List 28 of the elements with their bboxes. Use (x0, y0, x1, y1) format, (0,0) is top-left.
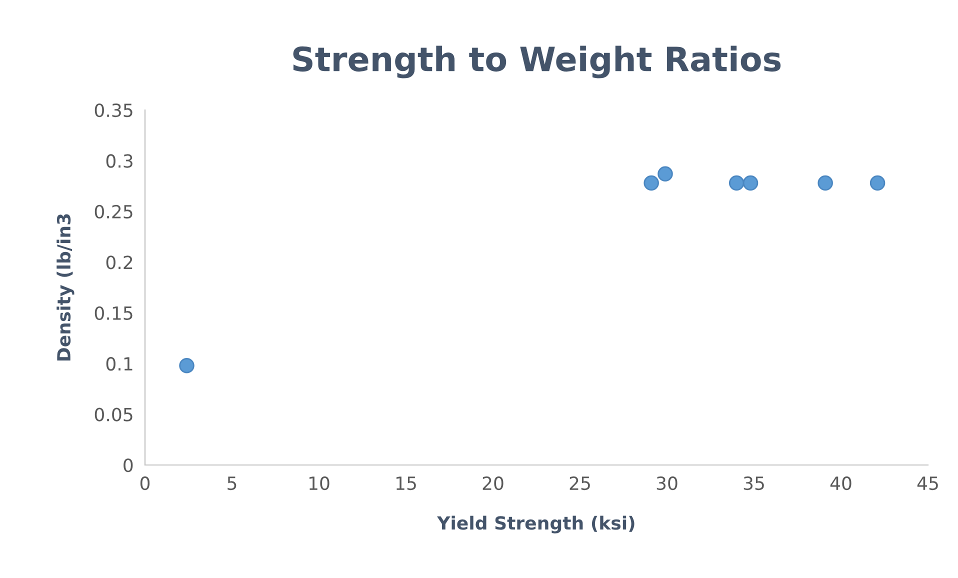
point (870, 175, 886, 191)
y-tick-label: 0.1 (106, 357, 132, 371)
point (658, 166, 673, 182)
y-tick-label: 0.35 (94, 103, 132, 118)
x-tick-label: 0 (140, 476, 150, 490)
x-tick-label: 35 (744, 476, 764, 490)
point (644, 175, 659, 191)
point (818, 175, 833, 191)
x-tick-label: 25 (570, 476, 590, 490)
y-tick-label: 0.15 (94, 306, 132, 320)
y-tick-label: 0.25 (94, 204, 132, 219)
x-tick-label: 30 (656, 476, 678, 490)
point (179, 358, 194, 374)
chart-title: Strength to Weight Ratios (293, 46, 781, 78)
y-tick-label: 0 (124, 458, 133, 472)
x-axis-title: Yield Strength (ksi) (436, 516, 634, 534)
y-axis-title: Density (lb/in3 (56, 214, 74, 360)
y-tick-label: 0.3 (106, 154, 132, 168)
x-tick-label: 40 (830, 476, 852, 490)
x-tick-label: 10 (309, 476, 330, 490)
point (742, 175, 758, 191)
y-tick-label: 0.2 (106, 256, 132, 270)
y-tick-label: 0.05 (94, 408, 132, 422)
x-tick-label: 20 (482, 476, 504, 490)
x-tick-label: 45 (917, 476, 938, 490)
x-tick-label: 15 (396, 476, 416, 490)
point (728, 175, 744, 191)
x-tick-label: 5 (228, 476, 236, 490)
